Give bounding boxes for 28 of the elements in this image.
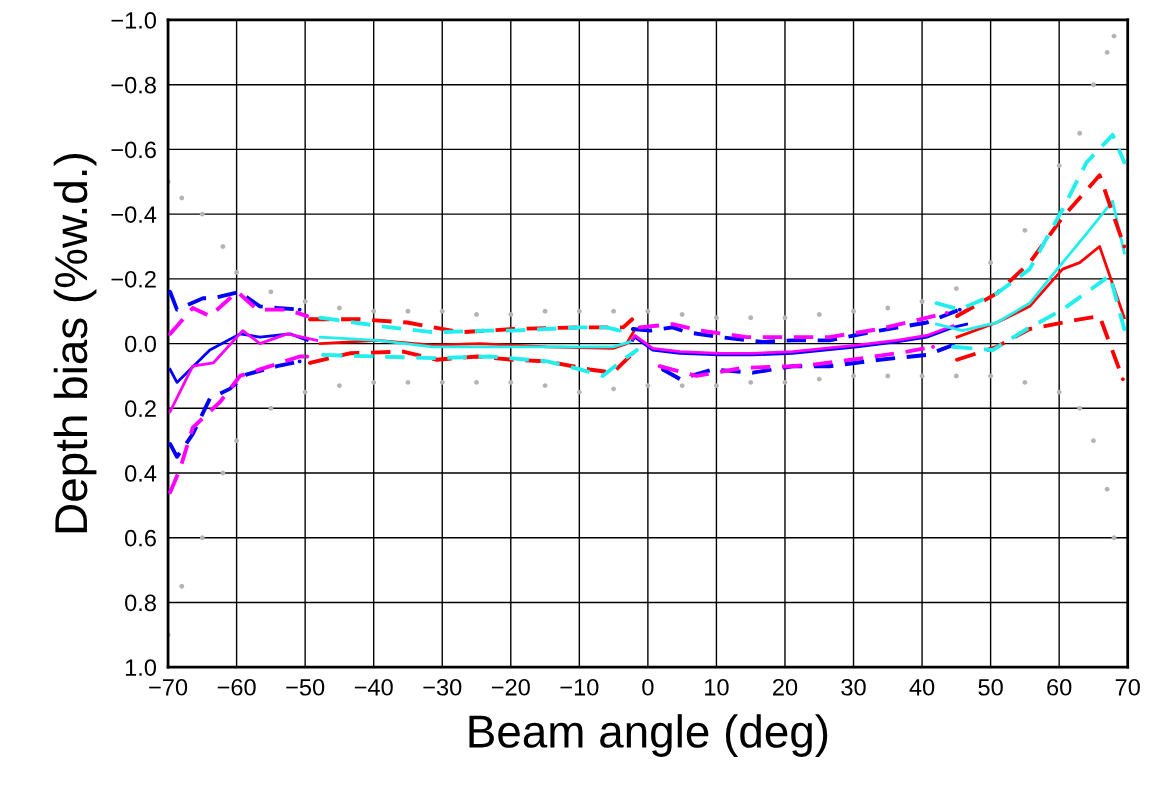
- y-tick-label: 0.0: [125, 335, 157, 353]
- y-tick-label: −0.8: [111, 76, 156, 94]
- y-tick-label: 0.6: [125, 529, 156, 547]
- x-tick-label: 40: [909, 678, 935, 696]
- y-tick-label: −0.2: [111, 270, 156, 288]
- x-tick-label: −70: [149, 678, 188, 696]
- y-tick-label: −0.4: [111, 206, 157, 223]
- x-tick-label: 50: [978, 678, 1003, 696]
- x-tick-label: 0: [642, 678, 654, 696]
- x-tick-label: 10: [705, 678, 729, 696]
- x-tick-label: 20: [773, 678, 798, 696]
- x-tick-label: −50: [286, 678, 325, 696]
- y-tick-label: 0.4: [125, 465, 157, 482]
- x-tick-label: 70: [1115, 678, 1140, 696]
- y-tick-label: 0.2: [125, 400, 156, 418]
- x-axis-title: Beam angle (deg): [469, 714, 828, 757]
- x-tick-label: −40: [354, 678, 393, 696]
- x-tick-label: 30: [841, 678, 866, 696]
- y-tick-label: 0.8: [125, 594, 156, 612]
- x-tick-label: −10: [560, 678, 599, 696]
- x-tick-label: −30: [423, 678, 462, 696]
- x-tick-label: −60: [217, 678, 256, 696]
- y-tick-label: 1.0: [125, 659, 157, 676]
- x-tick-label: −20: [491, 678, 530, 696]
- x-tick-label: 60: [1047, 678, 1072, 696]
- y-tick-label: −1.0: [111, 12, 157, 29]
- y-tick-label: −0.6: [111, 141, 156, 159]
- y-axis-title: Depth bias (%w.d.): [53, 154, 97, 533]
